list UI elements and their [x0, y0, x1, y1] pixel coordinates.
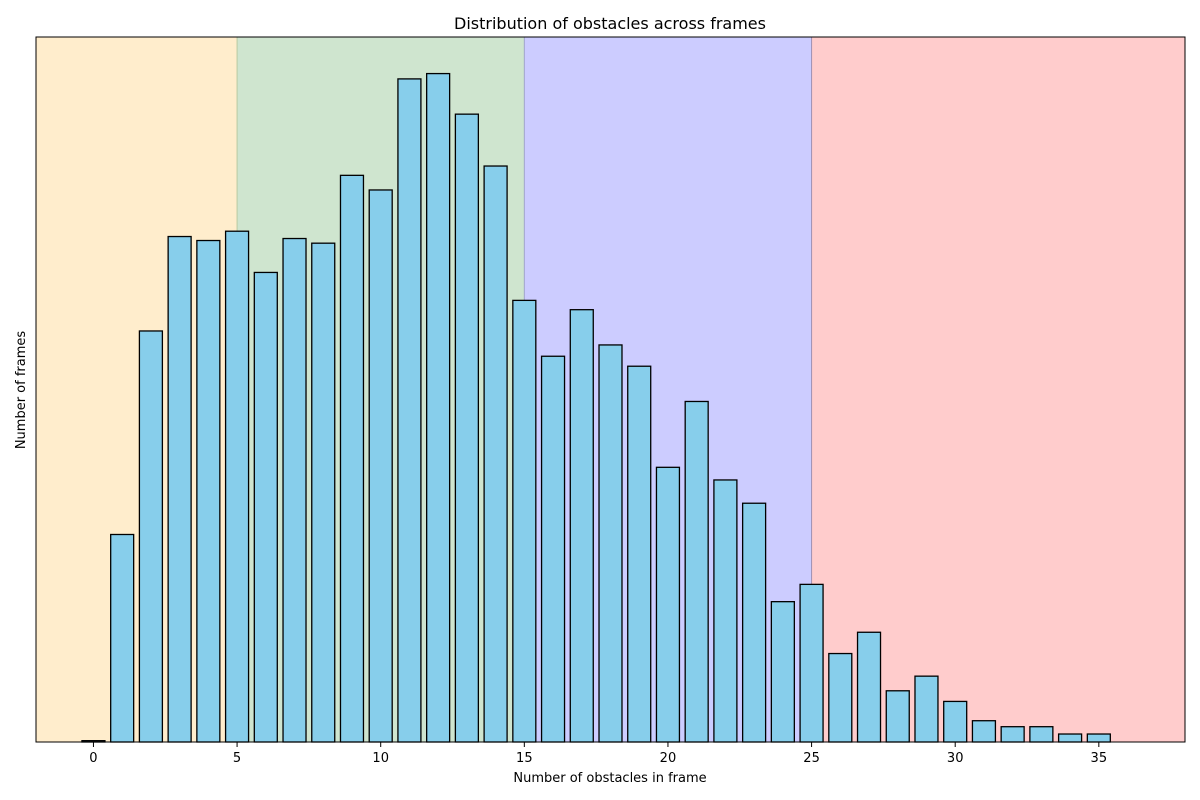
y-axis-label: Number of frames — [14, 331, 29, 450]
bars — [81, 72, 1111, 743]
x-tick-label-30: 30 — [947, 751, 964, 766]
plot-frame — [35, 36, 1186, 743]
bar-25 — [799, 583, 824, 743]
bar-16 — [540, 355, 566, 743]
x-tick-label-15: 15 — [516, 751, 533, 766]
bar-14 — [483, 165, 508, 743]
bar-4 — [196, 239, 221, 743]
x-axis-ticks: 0 5 10 15 20 25 30 35 — [89, 742, 1107, 766]
bar-18 — [598, 344, 623, 743]
x-tick-label-5: 5 — [233, 751, 241, 766]
bar-12 — [426, 72, 451, 743]
bar-27 — [856, 631, 882, 743]
bar-11 — [397, 78, 422, 743]
bar-35 — [1086, 733, 1111, 743]
bar-33 — [1029, 726, 1054, 743]
bar-28 — [885, 690, 910, 743]
bar-3 — [167, 235, 192, 743]
bar-15 — [512, 299, 537, 743]
bar-21 — [684, 400, 709, 743]
bar-5 — [224, 230, 250, 743]
x-tick-label-35: 35 — [1091, 751, 1108, 766]
bar-17 — [569, 309, 594, 743]
bar-30 — [943, 700, 968, 743]
x-tick-label-10: 10 — [372, 751, 389, 766]
bar-32 — [1000, 726, 1025, 743]
bar-20 — [655, 466, 681, 743]
bar-29 — [914, 675, 939, 743]
x-axis-label: Number of obstacles in frame — [513, 771, 706, 786]
bar-31 — [971, 720, 997, 743]
bar-13 — [454, 113, 480, 743]
bar-24 — [770, 601, 795, 743]
x-tick-label-25: 25 — [803, 751, 820, 766]
bar-2 — [138, 330, 164, 743]
bar-19 — [627, 365, 652, 743]
chart-title: Distribution of obstacles across frames — [454, 14, 766, 33]
x-tick-label-20: 20 — [660, 751, 677, 766]
bar-9 — [339, 174, 365, 743]
band-3 — [811, 37, 1185, 742]
bar-34 — [1057, 733, 1083, 743]
bar-10 — [368, 189, 393, 743]
x-tick-label-0: 0 — [89, 751, 97, 766]
bar-23 — [741, 502, 767, 743]
bar-7 — [282, 237, 307, 743]
bar-1 — [110, 533, 135, 743]
bar-22 — [713, 479, 738, 743]
bar-6 — [253, 271, 278, 743]
bar-26 — [828, 652, 853, 743]
bar-8 — [311, 242, 336, 743]
